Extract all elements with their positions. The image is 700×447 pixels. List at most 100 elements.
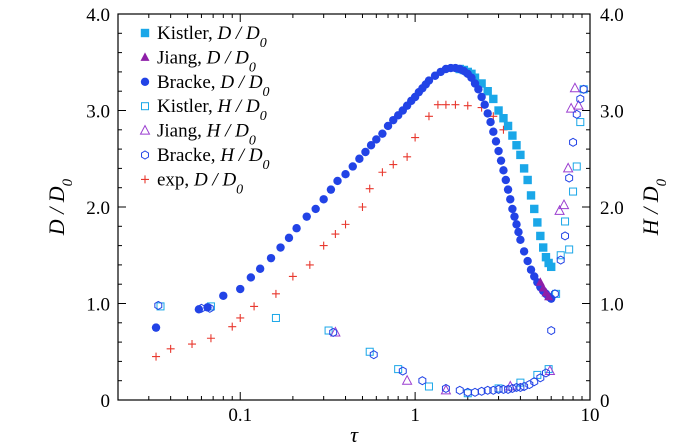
data-point	[424, 112, 433, 121]
y-left-tick-label: 3.0	[86, 102, 110, 123]
data-point	[292, 224, 301, 233]
data-point	[311, 204, 320, 214]
data-point	[455, 385, 464, 395]
data-point	[536, 231, 545, 241]
data-point	[471, 387, 479, 397]
data-point	[489, 385, 498, 395]
data-point	[477, 386, 486, 396]
data-point	[250, 302, 259, 311]
data-marks	[151, 63, 588, 398]
data-point	[366, 141, 376, 150]
data-point	[508, 131, 517, 140]
data-point	[547, 262, 556, 272]
data-point	[319, 195, 328, 204]
data-point	[516, 150, 525, 160]
data-point	[554, 204, 565, 215]
data-point	[203, 303, 212, 312]
y-left-tick-label: 1.0	[86, 295, 110, 316]
y-right-tick-label: 2.0	[600, 198, 624, 219]
data-point	[572, 109, 581, 119]
data-point	[418, 376, 427, 386]
data-point	[512, 141, 521, 150]
data-point	[579, 84, 588, 94]
data-point	[501, 175, 510, 185]
legend-label: Bracke, H / D0	[157, 145, 270, 173]
data-point	[523, 175, 532, 185]
data-point	[506, 195, 515, 204]
data-point	[398, 366, 407, 376]
legend-marker	[141, 175, 149, 184]
data-point	[503, 185, 513, 194]
data-point	[526, 265, 536, 274]
data-point	[561, 217, 570, 226]
data-point	[533, 218, 542, 227]
data-point	[236, 313, 245, 322]
data-point	[494, 384, 503, 394]
legend-marker	[141, 102, 149, 111]
y-left-axis-label: D / D0	[44, 178, 76, 236]
data-point	[463, 101, 472, 110]
data-point	[512, 220, 521, 229]
data-point	[477, 92, 486, 102]
data-point	[154, 300, 163, 311]
legend-marker	[141, 150, 149, 160]
data-point	[499, 114, 508, 123]
data-point	[463, 389, 472, 398]
data-point	[166, 344, 175, 353]
legend-label: Kistler, D / D0	[157, 23, 267, 51]
data-point	[523, 256, 532, 266]
data-point	[331, 230, 340, 239]
data-point	[451, 100, 460, 109]
data-point	[378, 129, 387, 138]
data-point	[276, 243, 285, 252]
data-point	[319, 241, 328, 250]
data-point	[530, 204, 539, 214]
data-point	[305, 260, 314, 269]
data-point	[503, 121, 513, 131]
data-point	[480, 100, 489, 109]
data-point	[284, 233, 294, 243]
data-point	[228, 322, 237, 331]
data-point	[411, 133, 420, 142]
data-point	[556, 255, 565, 265]
data-point	[474, 85, 483, 94]
data-point	[565, 102, 577, 113]
data-point	[483, 87, 492, 96]
data-point	[329, 327, 338, 338]
data-point	[236, 284, 245, 294]
legend-marker	[140, 77, 150, 87]
data-point	[330, 326, 341, 337]
data-point	[433, 100, 442, 109]
data-point	[424, 76, 434, 85]
data-point	[326, 185, 336, 194]
data-point	[489, 127, 498, 136]
legend-label: Jiang, D / D0	[157, 47, 256, 75]
data-point	[365, 347, 374, 356]
data-point	[288, 272, 297, 281]
data-point	[219, 291, 228, 300]
data-point	[194, 305, 204, 314]
data-point	[477, 79, 486, 88]
data-point	[565, 245, 574, 254]
data-point	[496, 156, 506, 165]
y-right-tick-label: 1.0	[600, 295, 624, 316]
data-point	[333, 176, 342, 186]
data-point	[378, 168, 387, 177]
data-point	[499, 166, 508, 175]
data-point	[541, 252, 551, 262]
data-point	[494, 146, 503, 156]
legend-marker	[139, 124, 151, 135]
legend-marker	[140, 52, 150, 61]
data-point	[535, 277, 545, 286]
data-point	[539, 243, 548, 252]
data-point	[494, 106, 503, 115]
data-point	[383, 121, 393, 131]
data-point	[486, 117, 495, 127]
data-point	[510, 212, 519, 221]
legend-marker	[140, 28, 150, 38]
data-point	[576, 94, 585, 104]
data-point	[508, 383, 517, 393]
x-tick-label: 10	[581, 405, 600, 426]
data-point	[440, 384, 452, 395]
